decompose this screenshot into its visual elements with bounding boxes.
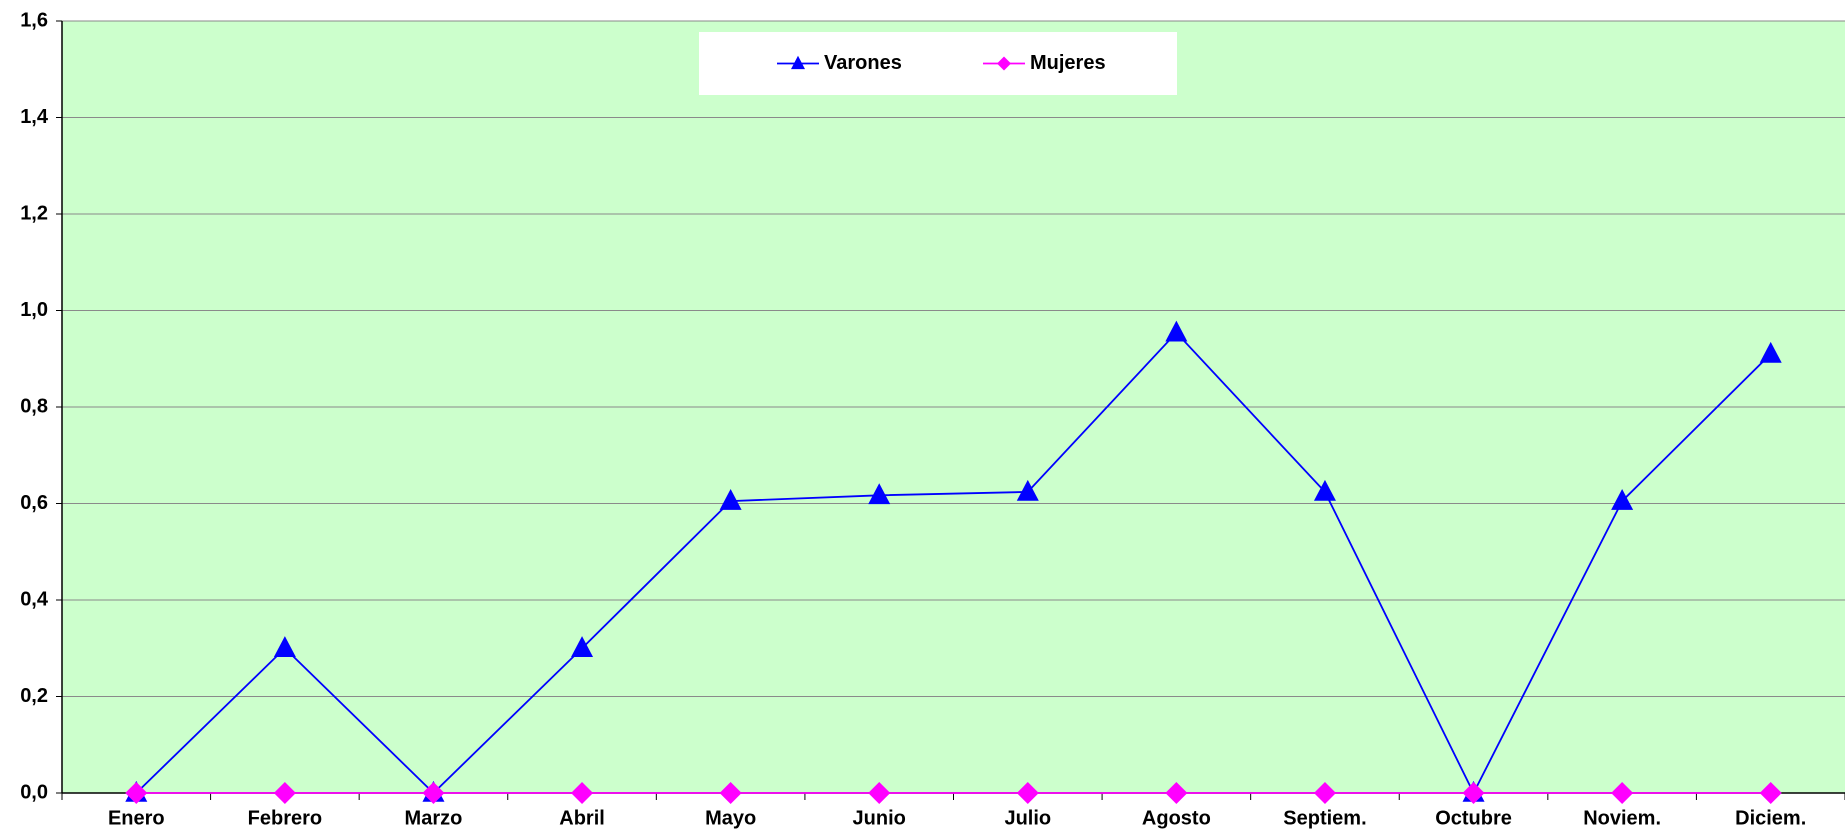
y-tick-label: 1,6 xyxy=(20,9,48,31)
data-point xyxy=(1611,782,1634,804)
y-tick-label: 0,2 xyxy=(20,685,48,707)
y-tick-label: 1,0 xyxy=(20,299,48,321)
data-point xyxy=(1016,479,1039,501)
data-point xyxy=(1759,341,1782,363)
data-point xyxy=(125,782,148,804)
x-tick-label: Febrero xyxy=(248,807,322,829)
x-tick-label: Noviem. xyxy=(1583,807,1661,829)
legend-marker xyxy=(997,56,1011,71)
data-point xyxy=(1313,479,1336,501)
y-tick-label: 0,0 xyxy=(20,781,48,803)
x-tick-label: Mayo xyxy=(705,807,756,829)
series-line xyxy=(135,331,1772,796)
y-tick-label: 0,4 xyxy=(20,588,49,610)
data-point xyxy=(719,488,742,510)
data-point xyxy=(719,782,742,804)
legend-marker xyxy=(791,55,805,70)
x-tick-label: Junio xyxy=(853,807,906,829)
x-tick-label: Marzo xyxy=(405,807,463,829)
legend-label: Varones xyxy=(824,52,902,74)
data-point xyxy=(273,782,296,804)
data-point xyxy=(273,636,296,658)
x-tick-label: Abril xyxy=(559,807,605,829)
x-tick-label: Enero xyxy=(108,807,165,829)
data-point xyxy=(571,636,594,658)
x-tick-label: Septiem. xyxy=(1283,807,1366,829)
data-point xyxy=(1165,782,1188,804)
y-tick-label: 0,6 xyxy=(20,492,48,514)
data-point xyxy=(868,782,891,804)
data-point xyxy=(868,483,891,505)
data-point xyxy=(422,782,445,804)
data-point xyxy=(1165,320,1188,342)
y-tick-label: 0,8 xyxy=(20,395,48,417)
data-point xyxy=(571,782,594,804)
x-tick-label: Diciem. xyxy=(1735,807,1806,829)
x-tick-label: Agosto xyxy=(1142,807,1211,829)
x-tick-label: Julio xyxy=(1004,807,1051,829)
data-point xyxy=(1313,782,1336,804)
data-point xyxy=(1611,488,1634,510)
data-point xyxy=(1759,782,1782,804)
x-tick-label: Octubre xyxy=(1435,807,1512,829)
data-point xyxy=(1016,782,1039,804)
data-point xyxy=(1462,782,1485,804)
y-tick-label: 1,4 xyxy=(20,106,49,128)
legend-label: Mujeres xyxy=(1030,52,1106,74)
y-tick-label: 1,2 xyxy=(20,202,48,224)
